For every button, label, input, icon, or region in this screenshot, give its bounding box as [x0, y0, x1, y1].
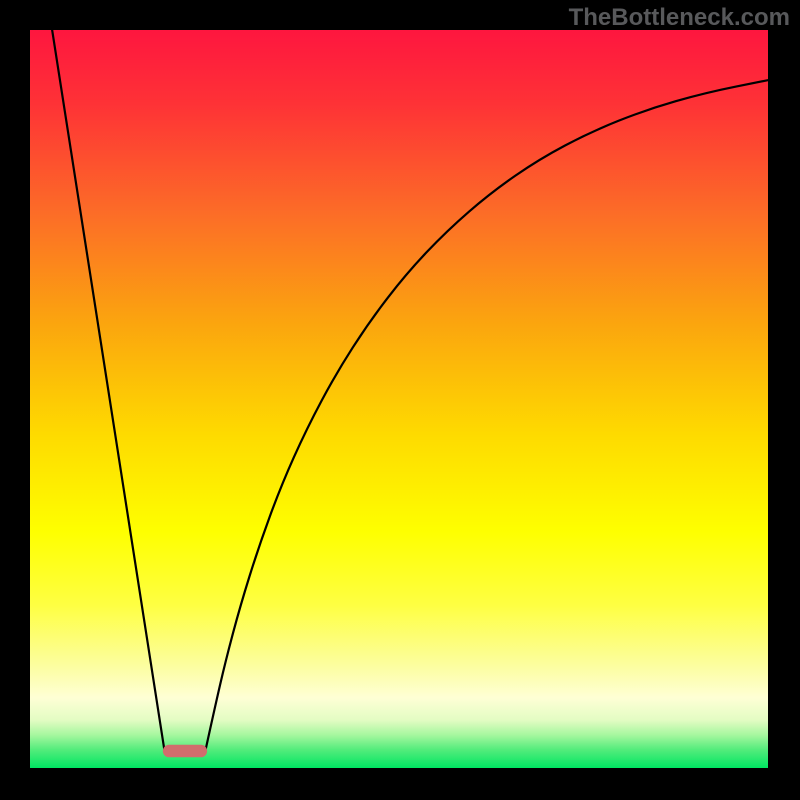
bottleneck-chart — [0, 0, 800, 800]
chart-container: TheBottleneck.com — [0, 0, 800, 800]
watermark-text: TheBottleneck.com — [569, 4, 790, 32]
